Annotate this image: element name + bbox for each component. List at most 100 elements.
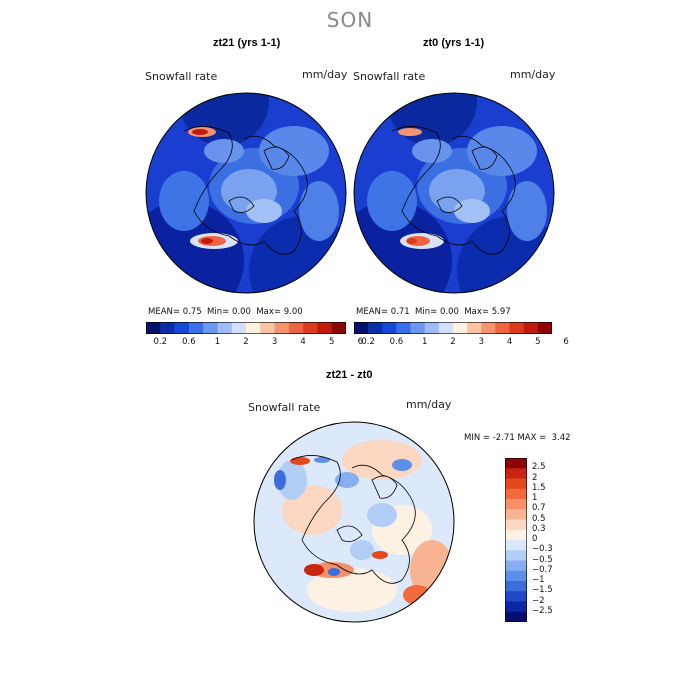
colorbar-swatch xyxy=(505,458,527,469)
colorbar-swatch xyxy=(481,322,496,334)
panel1-stats: MEAN= 0.75 Min= 0.00 Max= 9.00 xyxy=(148,307,303,317)
colorbar-swatch xyxy=(453,322,468,334)
colorbar-swatch xyxy=(331,322,346,334)
colorbar-tick-label: −1 xyxy=(532,575,545,585)
colorbar-tick-label: 0.2 xyxy=(361,337,375,347)
colorbar-tick-label: 1 xyxy=(421,337,428,347)
colorbar-tick-label: 1.5 xyxy=(532,482,546,493)
colorbar-swatch xyxy=(382,322,397,334)
panel2-colorbar xyxy=(354,322,552,334)
colorbar-tick-label: 6 xyxy=(563,337,569,347)
panel3-stats: MIN = -2.71 MAX = 3.42 xyxy=(464,433,571,443)
colorbar-tick-label: 0.2 xyxy=(153,337,168,347)
colorbar-tick-label: 6 xyxy=(357,337,363,347)
panel1-title: zt21 (yrs 1-1) xyxy=(213,37,281,49)
panel3-title: zt21 - zt0 xyxy=(326,369,373,381)
figure-title: SON xyxy=(326,8,374,32)
colorbar-swatch xyxy=(146,322,161,334)
colorbar-swatch xyxy=(505,611,527,622)
panel1-colorbar-ticks: 0.2 0.6 1 2 3 4 5 6 xyxy=(146,337,363,349)
colorbar-tick-label: 1 xyxy=(532,493,538,503)
colorbar-tick-label: 2 xyxy=(450,337,456,347)
colorbar-swatch xyxy=(174,322,190,334)
colorbar-tick-label: 0.5 xyxy=(532,513,546,524)
colorbar-swatch xyxy=(505,488,527,500)
panel3-map xyxy=(253,421,455,623)
colorbar-swatch xyxy=(396,322,411,334)
colorbar-swatch xyxy=(410,322,426,334)
colorbar-tick-label: 0.7 xyxy=(532,503,546,514)
panel2-stats: MEAN= 0.71 Min= 0.00 Max= 5.97 xyxy=(356,307,511,317)
panel3-min-label: MIN = xyxy=(464,433,491,443)
colorbar-tick-label: 4 xyxy=(506,337,513,347)
panel1-max: 9.00 xyxy=(283,307,303,317)
colorbar-tick-label: −0.5 xyxy=(532,554,553,565)
colorbar-swatch xyxy=(231,322,247,334)
colorbar-swatch xyxy=(495,322,510,334)
colorbar-tick-label: 5 xyxy=(535,337,541,347)
panel2-colorbar-ticks: 0.2 0.6 1 2 3 4 5 6 xyxy=(354,337,568,349)
colorbar-tick-label: −2 xyxy=(532,595,545,606)
colorbar-tick-label: 2 xyxy=(243,337,249,347)
panel2-min: 0.00 xyxy=(439,307,459,317)
panel2-max: 5.97 xyxy=(491,307,511,317)
colorbar-swatch xyxy=(505,570,527,582)
colorbar-swatch xyxy=(505,478,527,490)
panel1-max-label: Max= xyxy=(256,307,282,317)
panel3-max-label: MAX = xyxy=(517,433,547,443)
panel2-units: mm/day xyxy=(510,68,556,81)
colorbar-swatch xyxy=(288,322,304,334)
colorbar-tick-label: 3 xyxy=(478,337,484,347)
colorbar-swatch xyxy=(505,591,527,602)
panel2-max-label: Max= xyxy=(464,307,490,317)
panel3-colorbar xyxy=(505,458,527,622)
panel1-units: mm/day xyxy=(302,68,348,81)
colorbar-tick-label: 0 xyxy=(532,534,538,544)
panel3-variable: Snowfall rate xyxy=(248,401,321,414)
colorbar-swatch xyxy=(505,540,527,551)
colorbar-swatch xyxy=(523,322,539,334)
panel3-units: mm/day xyxy=(406,398,452,411)
colorbar-swatch xyxy=(505,499,527,510)
colorbar-swatch xyxy=(274,322,290,334)
colorbar-swatch xyxy=(505,581,527,592)
colorbar-swatch xyxy=(246,322,261,334)
panel2-mean: 0.71 xyxy=(390,307,410,317)
colorbar-tick-label: −0.7 xyxy=(532,564,553,575)
panel2-variable: Snowfall rate xyxy=(353,70,426,83)
panel1-map xyxy=(145,92,347,294)
panel1-variable: Snowfall rate xyxy=(145,70,218,83)
panel3-max: 3.42 xyxy=(551,433,571,443)
colorbar-swatch xyxy=(438,322,454,334)
panel3-min: -2.71 xyxy=(492,433,515,443)
colorbar-swatch xyxy=(505,509,527,520)
colorbar-swatch xyxy=(505,468,527,479)
colorbar-swatch xyxy=(188,322,204,334)
panel3-colorbar-ticks: 2.5 2 1.5 1 0.7 0.5 0.3 0 −0.3 −0.5 −0.7 −1 −1.5 −2 −2… xyxy=(532,458,592,622)
colorbar-swatch xyxy=(217,322,233,334)
colorbar-swatch xyxy=(509,322,525,334)
colorbar-swatch xyxy=(368,322,383,334)
colorbar-swatch xyxy=(505,519,527,531)
colorbar-tick-label: 0.6 xyxy=(389,337,404,347)
colorbar-tick-label: 4 xyxy=(300,337,306,347)
panel2-map xyxy=(353,92,555,294)
colorbar-swatch xyxy=(505,529,527,541)
panel1-colorbar xyxy=(146,322,346,334)
colorbar-swatch xyxy=(424,322,440,334)
panel2-mean-label: MEAN= xyxy=(356,307,388,317)
colorbar-swatch xyxy=(303,322,318,334)
colorbar-swatch xyxy=(203,322,218,334)
colorbar-tick-label: 2.5 xyxy=(532,462,546,473)
colorbar-tick-label: 5 xyxy=(328,337,335,347)
colorbar-swatch xyxy=(317,322,333,334)
colorbar-tick-label: 0.3 xyxy=(532,523,546,534)
panel1-min: 0.00 xyxy=(231,307,251,317)
colorbar-swatch xyxy=(505,560,527,572)
panel1-min-label: Min= xyxy=(207,307,230,317)
colorbar-swatch xyxy=(260,322,275,334)
panel2-min-label: Min= xyxy=(415,307,438,317)
colorbar-tick-label: 1 xyxy=(214,337,221,347)
colorbar-tick-label: 0.6 xyxy=(182,337,196,347)
colorbar-swatch xyxy=(160,322,175,334)
